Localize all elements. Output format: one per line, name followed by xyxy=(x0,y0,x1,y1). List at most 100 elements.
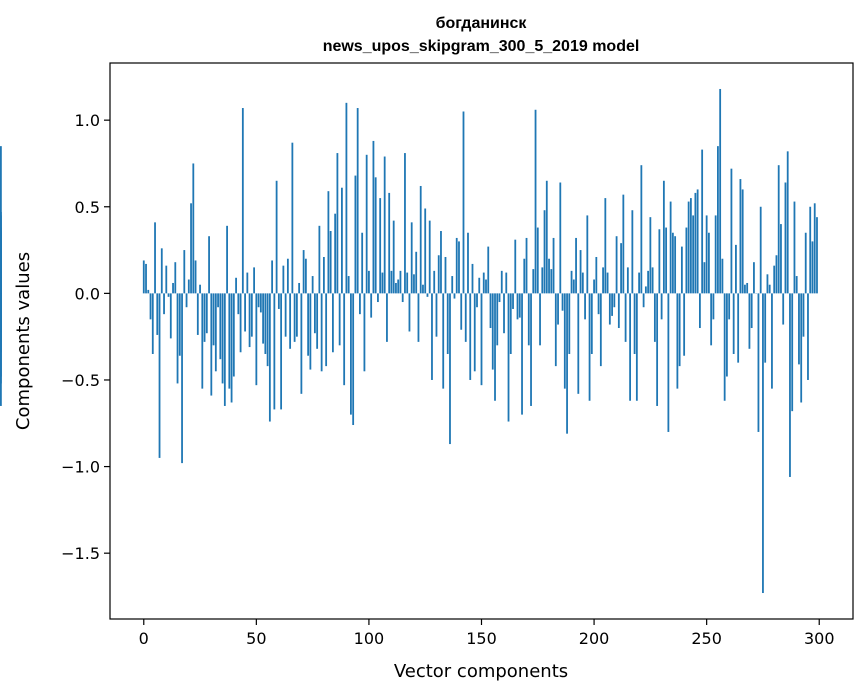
bar xyxy=(653,293,656,342)
bar xyxy=(419,185,422,294)
bar xyxy=(791,293,794,412)
bar xyxy=(467,232,469,294)
bar xyxy=(352,293,355,426)
bar xyxy=(644,286,647,294)
bar xyxy=(721,258,724,294)
bar xyxy=(777,165,780,294)
bar xyxy=(685,227,688,294)
bar xyxy=(518,293,521,318)
bar xyxy=(802,293,805,337)
bar xyxy=(395,282,397,294)
bar xyxy=(813,203,816,294)
bar xyxy=(307,293,310,356)
x-axis-ticks: 0 50 100 150 200 250 300 xyxy=(139,619,835,648)
bar xyxy=(784,182,787,294)
bar xyxy=(338,293,341,346)
bar xyxy=(298,282,301,294)
bar xyxy=(795,276,798,294)
bar xyxy=(568,293,571,354)
x-tick-label: 0 xyxy=(139,629,149,648)
bar xyxy=(327,191,330,294)
bar xyxy=(807,293,809,380)
bar xyxy=(354,175,357,294)
bar xyxy=(730,168,733,294)
bar xyxy=(415,251,418,294)
bar xyxy=(710,293,713,346)
bar xyxy=(509,293,512,354)
bar xyxy=(771,293,773,389)
bar xyxy=(604,198,607,294)
bar xyxy=(494,293,496,401)
bar xyxy=(541,267,544,294)
bar xyxy=(437,255,440,294)
bar xyxy=(286,258,289,294)
bar xyxy=(455,237,458,294)
bar xyxy=(163,293,165,315)
x-tick-label: 50 xyxy=(246,629,266,648)
bar xyxy=(741,189,744,294)
bar xyxy=(764,293,767,363)
bar xyxy=(626,267,629,294)
bar xyxy=(221,293,224,384)
bar xyxy=(766,274,769,294)
chart-subtitle: news_upos_skipgram_300_5_2019 model xyxy=(323,38,640,55)
bar xyxy=(579,250,582,294)
bar xyxy=(521,293,523,415)
bar xyxy=(554,293,557,367)
bar xyxy=(295,293,298,337)
bar xyxy=(392,220,395,294)
bar xyxy=(208,236,210,294)
x-tick-label: 100 xyxy=(354,629,385,648)
bar xyxy=(304,258,307,294)
bar xyxy=(622,194,625,294)
bar xyxy=(219,293,222,360)
y-tick-label: −1.5 xyxy=(61,544,100,563)
bar xyxy=(667,293,670,432)
bar xyxy=(458,241,460,294)
bar xyxy=(336,153,339,294)
bar xyxy=(615,236,618,294)
bar xyxy=(748,293,751,349)
bar xyxy=(273,293,276,410)
y-axis-label: Components values xyxy=(13,252,34,430)
bar xyxy=(190,203,192,294)
bar xyxy=(404,153,406,294)
bar xyxy=(750,293,753,329)
bar xyxy=(584,293,586,320)
bar xyxy=(816,217,818,294)
bar xyxy=(581,272,584,294)
bar xyxy=(145,263,147,294)
bar xyxy=(539,293,541,346)
bar xyxy=(651,267,654,294)
bar xyxy=(593,279,595,294)
bar xyxy=(597,293,600,315)
bar xyxy=(280,293,283,410)
bar xyxy=(699,293,701,329)
bar xyxy=(705,215,708,294)
bar xyxy=(476,293,478,308)
bar xyxy=(527,293,530,346)
bar xyxy=(386,293,388,342)
plot-frame xyxy=(109,62,854,620)
bar xyxy=(302,250,305,294)
bar xyxy=(728,293,731,320)
y-tick-label: 1.0 xyxy=(75,111,100,130)
bar xyxy=(444,256,447,294)
bar xyxy=(689,198,692,294)
bar xyxy=(368,270,370,294)
bar xyxy=(282,265,285,294)
bar xyxy=(196,293,199,335)
bar xyxy=(460,293,463,330)
bar xyxy=(262,293,264,344)
bar xyxy=(480,293,483,386)
bar xyxy=(586,215,589,294)
bar xyxy=(588,293,591,401)
bar xyxy=(253,267,255,294)
bar xyxy=(345,102,348,294)
bar xyxy=(210,293,213,396)
bar xyxy=(550,269,553,294)
y-tick-label: −0.5 xyxy=(61,371,100,390)
bar xyxy=(662,180,665,294)
bar xyxy=(746,282,749,294)
